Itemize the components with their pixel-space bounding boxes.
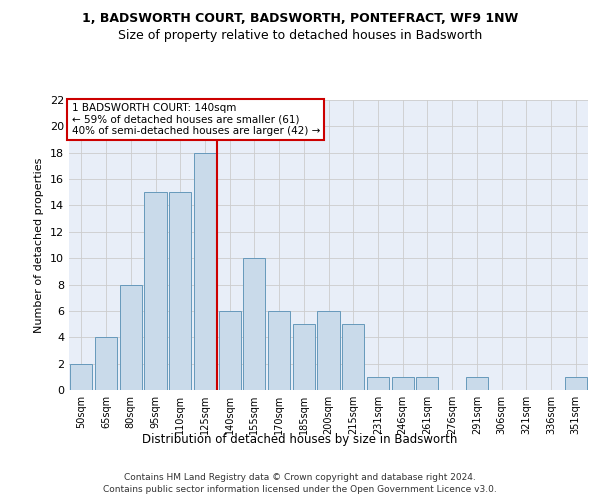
Bar [169,192,191,390]
Bar [243,258,265,390]
Text: Contains public sector information licensed under the Open Government Licence v3: Contains public sector information licen… [103,485,497,494]
Bar [466,377,488,390]
Text: Size of property relative to detached houses in Badsworth: Size of property relative to detached ho… [118,29,482,42]
Bar [218,311,241,390]
Text: Distribution of detached houses by size in Badsworth: Distribution of detached houses by size … [142,432,458,446]
Bar [416,377,439,390]
Bar [119,284,142,390]
Text: 1, BADSWORTH COURT, BADSWORTH, PONTEFRACT, WF9 1NW: 1, BADSWORTH COURT, BADSWORTH, PONTEFRAC… [82,12,518,26]
Bar [367,377,389,390]
Bar [293,324,315,390]
Bar [342,324,364,390]
Y-axis label: Number of detached properties: Number of detached properties [34,158,44,332]
Bar [317,311,340,390]
Bar [70,364,92,390]
Bar [565,377,587,390]
Bar [95,338,117,390]
Text: Contains HM Land Registry data © Crown copyright and database right 2024.: Contains HM Land Registry data © Crown c… [124,472,476,482]
Bar [392,377,414,390]
Text: 1 BADSWORTH COURT: 140sqm
← 59% of detached houses are smaller (61)
40% of semi-: 1 BADSWORTH COURT: 140sqm ← 59% of detac… [71,103,320,136]
Bar [194,152,216,390]
Bar [145,192,167,390]
Bar [268,311,290,390]
